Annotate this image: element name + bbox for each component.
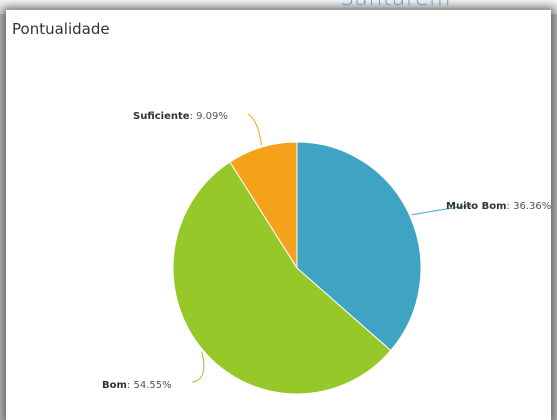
connector-bom [191, 351, 205, 383]
data-label-value: : 36.36% [507, 201, 551, 212]
data-label-value: : 54.55% [127, 380, 172, 391]
data-label-name: Muito Bom [446, 201, 507, 212]
data-label-name: Bom [102, 380, 127, 391]
data-label-muito-bom: Muito Bom: 36.36% [446, 201, 551, 212]
pie-slice-bom[interactable] [172, 161, 392, 395]
data-label-suficiente: Suficiente: 9.09% [133, 111, 228, 122]
data-label-value: : 9.09% [190, 111, 228, 122]
chart-title: Pontualidade [12, 20, 110, 38]
pie-slice-suficiente[interactable] [229, 141, 298, 270]
data-label-name: Suficiente [133, 111, 190, 122]
connector-suficiente [247, 113, 263, 146]
pie-chart: Muito Bom: 36.36%Bom: 54.55%Suficiente: … [102, 111, 551, 395]
header-city-name: Santarém [340, 0, 451, 11]
data-label-bom: Bom: 54.55% [102, 380, 172, 391]
connector-muito-bom [411, 205, 474, 216]
chart-panel: Pontualidade Muito Bom: 36.36% Bom: 54.55… [6, 10, 551, 420]
pie-slice-muito-bom[interactable] [296, 141, 422, 352]
